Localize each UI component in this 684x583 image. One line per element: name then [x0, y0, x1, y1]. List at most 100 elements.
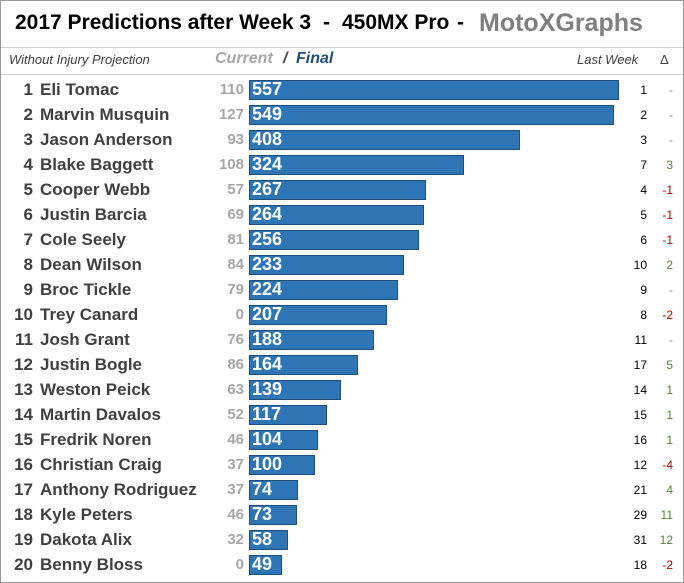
table-row: 11 Josh Grant 76 188 11 - — [1, 328, 683, 353]
final-points-label: 549 — [252, 104, 283, 124]
rank-label: 12 — [14, 355, 33, 374]
rank-label: 3 — [23, 130, 33, 149]
last-week-rank: 31 — [633, 533, 647, 547]
final-points-bar — [249, 155, 464, 175]
final-points-label: 557 — [252, 79, 283, 99]
table-row: 18 Kyle Peters 46 73 29 11 — [1, 503, 683, 528]
rank-label: 20 — [14, 555, 33, 574]
final-points-bar — [249, 130, 520, 150]
rider-name: Marvin Musquin — [40, 105, 170, 124]
position-delta: - — [669, 333, 673, 347]
current-points: 37 — [227, 481, 244, 498]
final-points-label: 233 — [252, 254, 283, 274]
position-delta: 11 — [660, 508, 673, 522]
rank-label: 16 — [14, 455, 33, 474]
last-week-rank: 29 — [633, 508, 647, 522]
current-points: 0 — [235, 306, 244, 323]
position-delta: 5 — [666, 358, 673, 372]
rider-name: Kyle Peters — [40, 505, 133, 524]
final-points-bar — [249, 380, 341, 400]
table-row: 17 Anthony Rodriguez 37 74 21 4 — [1, 478, 683, 503]
current-points: 46 — [227, 506, 244, 523]
position-delta: -1 — [662, 233, 673, 247]
table-row: 2 Marvin Musquin 127 549 2 - — [1, 103, 683, 128]
last-week-rank: 10 — [633, 258, 647, 272]
rider-name: Benny Bloss — [40, 555, 143, 574]
current-points: 32 — [227, 531, 244, 548]
rider-name: Fredrik Noren — [40, 430, 152, 449]
final-points-label: 74 — [252, 479, 273, 499]
rank-label: 5 — [23, 180, 33, 199]
table-row: 15 Fredrik Noren 46 104 16 1 — [1, 428, 683, 453]
last-week-rank: 2 — [640, 108, 647, 122]
table-row: 20 Benny Bloss 0 49 18 -2 — [1, 553, 683, 578]
header-slash: / — [283, 50, 288, 67]
table-row: 4 Blake Baggett 108 324 7 3 — [1, 153, 683, 178]
table-row: 10 Trey Canard 0 207 8 -2 — [1, 303, 683, 328]
final-points-bar — [249, 280, 398, 300]
projection-note: Without Injury Projection — [9, 52, 150, 67]
final-points-bar — [249, 105, 614, 125]
rank-label: 4 — [23, 155, 33, 174]
rider-name: Weston Peick — [40, 380, 151, 399]
current-points: 108 — [218, 156, 244, 173]
current-points: 110 — [219, 81, 244, 98]
final-points-label: 139 — [252, 379, 283, 399]
position-delta: -1 — [662, 208, 673, 222]
final-points-bar — [249, 355, 358, 375]
final-points-label: 73 — [252, 504, 273, 524]
rank-label: 2 — [23, 105, 33, 124]
final-column-header: Final — [296, 50, 334, 67]
table-row: 14 Martin Davalos 52 117 15 1 — [1, 403, 683, 428]
final-points-bar — [249, 205, 424, 225]
rider-name: Justin Bogle — [40, 355, 143, 374]
final-points-label: 256 — [252, 229, 283, 249]
current-points: 63 — [227, 381, 244, 398]
rank-label: 1 — [23, 80, 33, 99]
position-delta: 1 — [666, 408, 673, 422]
rider-name: Dakota Alix — [40, 530, 132, 549]
current-points: 57 — [227, 181, 244, 198]
current-points: 37 — [227, 456, 244, 473]
final-points-label: 49 — [252, 554, 273, 574]
position-delta: 1 — [666, 433, 673, 447]
last-week-rank: 16 — [633, 433, 647, 447]
final-points-bar — [249, 180, 426, 200]
position-delta: - — [669, 83, 673, 97]
last-week-rank: 18 — [633, 558, 647, 572]
final-points-label: 164 — [252, 354, 283, 374]
current-points: 86 — [227, 356, 244, 373]
current-points: 76 — [227, 331, 244, 348]
final-points-label: 224 — [252, 279, 283, 299]
rider-name: Cole Seely — [40, 230, 126, 249]
table-row: 16 Christian Craig 37 100 12 -4 — [1, 453, 683, 478]
current-column-header: Current — [215, 50, 273, 67]
last-week-rank: 3 — [640, 133, 647, 147]
rank-label: 19 — [14, 530, 33, 549]
rank-label: 6 — [23, 205, 33, 224]
last-week-rank: 1 — [640, 83, 647, 97]
rider-name: Martin Davalos — [40, 405, 161, 424]
title-separator: - — [323, 11, 330, 34]
final-points-bar — [249, 430, 318, 450]
rank-label: 9 — [23, 280, 33, 299]
last-week-rank: 8 — [640, 308, 647, 322]
final-points-label: 207 — [252, 304, 283, 324]
table-row: 5 Cooper Webb 57 267 4 -1 — [1, 178, 683, 203]
final-points-label: 104 — [252, 429, 283, 449]
final-points-bar — [249, 505, 297, 525]
rider-name: Dean Wilson — [40, 255, 142, 274]
rider-name: Anthony Rodriguez — [40, 480, 197, 499]
position-delta: 1 — [666, 383, 673, 397]
final-points-bar — [249, 555, 282, 575]
rider-name: Trey Canard — [40, 305, 139, 324]
table-row: 9 Broc Tickle 79 224 9 - — [1, 278, 683, 303]
position-delta: 2 — [666, 258, 673, 272]
position-delta: 3 — [666, 158, 673, 172]
table-row: 3 Jason Anderson 93 408 3 - — [1, 128, 683, 153]
final-points-bar — [249, 530, 288, 550]
table-row: 6 Justin Barcia 69 264 5 -1 — [1, 203, 683, 228]
final-points-label: 267 — [252, 179, 283, 199]
final-points-label: 100 — [252, 454, 283, 474]
